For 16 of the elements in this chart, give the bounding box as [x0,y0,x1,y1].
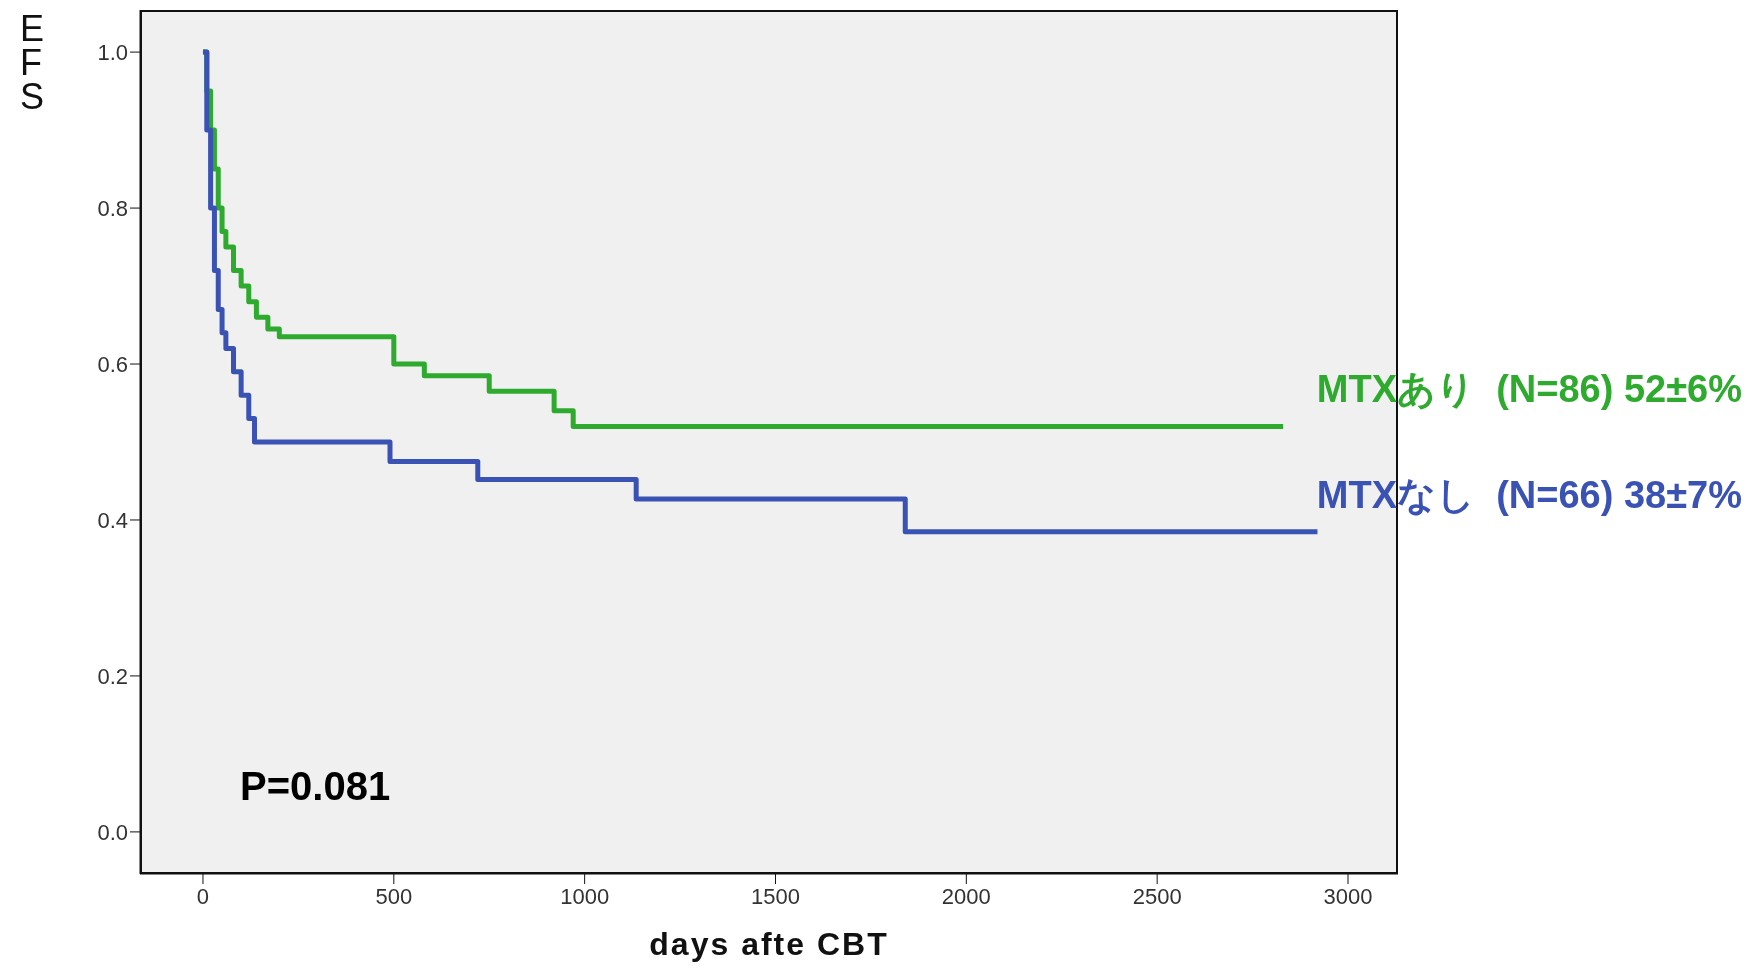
x-axis-title: days afte CBT [648,926,890,963]
x-tick-label: 2000 [941,883,991,909]
y-tick-label: 0.0 [97,819,128,845]
y-tick-label: 0.8 [97,195,128,221]
y-tick-label: 0.2 [97,663,128,689]
y-tick-label: 0.4 [97,507,128,533]
x-tick-label: 500 [375,883,413,909]
y-tick-label: 1.0 [97,39,128,65]
x-tick-label: 0 [196,883,210,909]
y-axis-title: EFS [20,8,45,117]
x-tick-label: 2500 [1132,883,1182,909]
x-tick-label: 1500 [751,883,800,909]
y-tick-label: 0.6 [97,351,128,377]
annotation: P=0.081 [240,764,391,809]
x-tick-label: 1000 [560,883,610,909]
x-tick-label: 3000 [1323,883,1373,909]
